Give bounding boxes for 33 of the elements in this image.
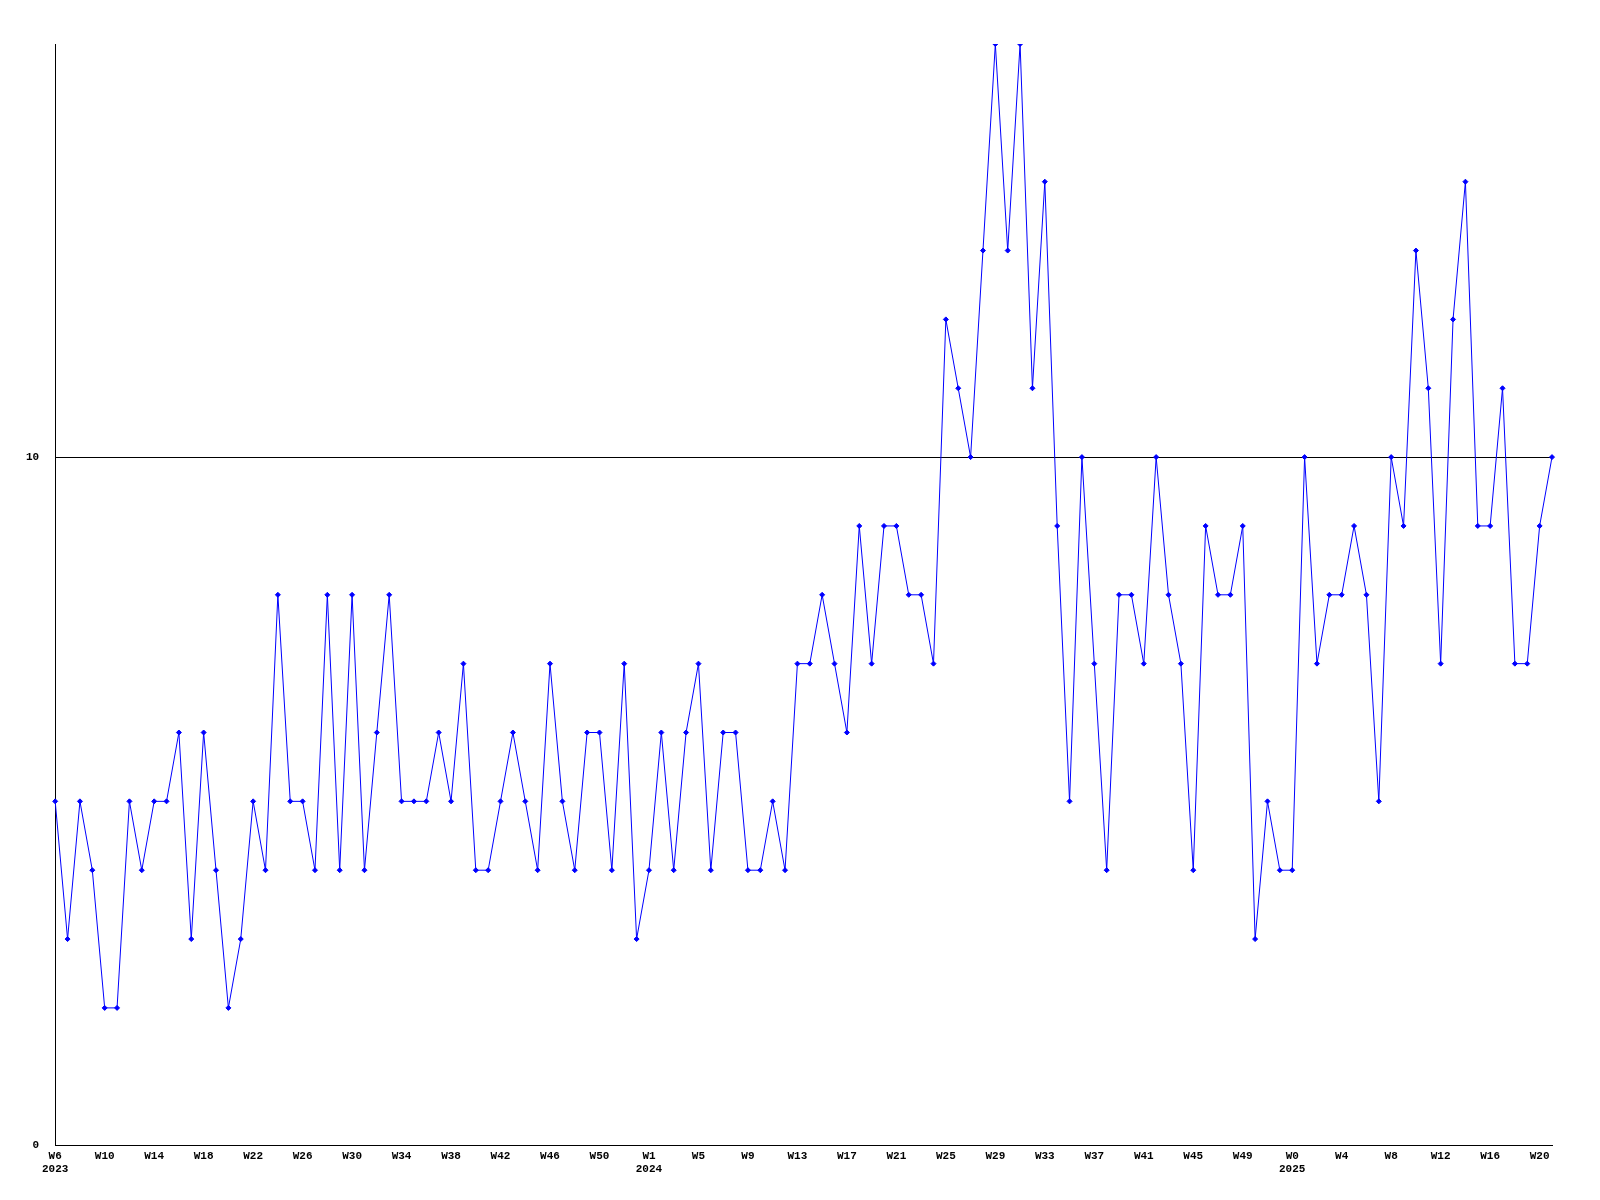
- x-tick-label: W8: [1384, 1149, 1399, 1162]
- x-tick-label: W12: [1430, 1149, 1451, 1162]
- x-tick-label: W18: [193, 1149, 214, 1162]
- x-tick-label: W9: [741, 1149, 755, 1162]
- x-tick-label: W41: [1133, 1149, 1155, 1162]
- x-tick-label: W0 2025: [1279, 1149, 1306, 1176]
- x-tick-label: W26: [292, 1149, 313, 1162]
- x-tick-label: W1 2024: [635, 1149, 663, 1176]
- x-tick-label: W25: [935, 1149, 957, 1162]
- x-tick-label: W21: [886, 1149, 907, 1162]
- x-tick-label: W29: [985, 1149, 1006, 1162]
- x-tick-label: W34: [391, 1149, 412, 1162]
- x-tick-label: W42: [490, 1149, 511, 1162]
- x-tick-label: W49: [1232, 1149, 1253, 1162]
- x-tick-label: W14: [144, 1149, 165, 1162]
- x-tick-label: W30: [342, 1149, 362, 1162]
- x-tick-label: W20: [1529, 1149, 1550, 1162]
- x-tick-label: W37: [1084, 1149, 1105, 1162]
- x-tick-label: W10: [94, 1149, 115, 1162]
- x-tick-label: W33: [1034, 1149, 1056, 1162]
- x-tick-label: W50: [589, 1149, 610, 1162]
- x-tick-label: W17: [836, 1149, 857, 1162]
- x-tick-label: W6 2023: [42, 1149, 69, 1176]
- y-tick-label: 0: [32, 1139, 40, 1152]
- y-tick-label: 10: [26, 450, 40, 463]
- x-tick-label: W13: [787, 1149, 808, 1162]
- x-tick-label: W5: [691, 1149, 706, 1162]
- x-tick-label: W46: [540, 1149, 560, 1162]
- x-tick-label: W16: [1480, 1149, 1501, 1162]
- x-tick-label: W45: [1183, 1149, 1204, 1162]
- x-tick-label: W4: [1335, 1149, 1349, 1162]
- x-tick-label: W38: [441, 1149, 462, 1162]
- x-tick-label: W22: [243, 1149, 264, 1162]
